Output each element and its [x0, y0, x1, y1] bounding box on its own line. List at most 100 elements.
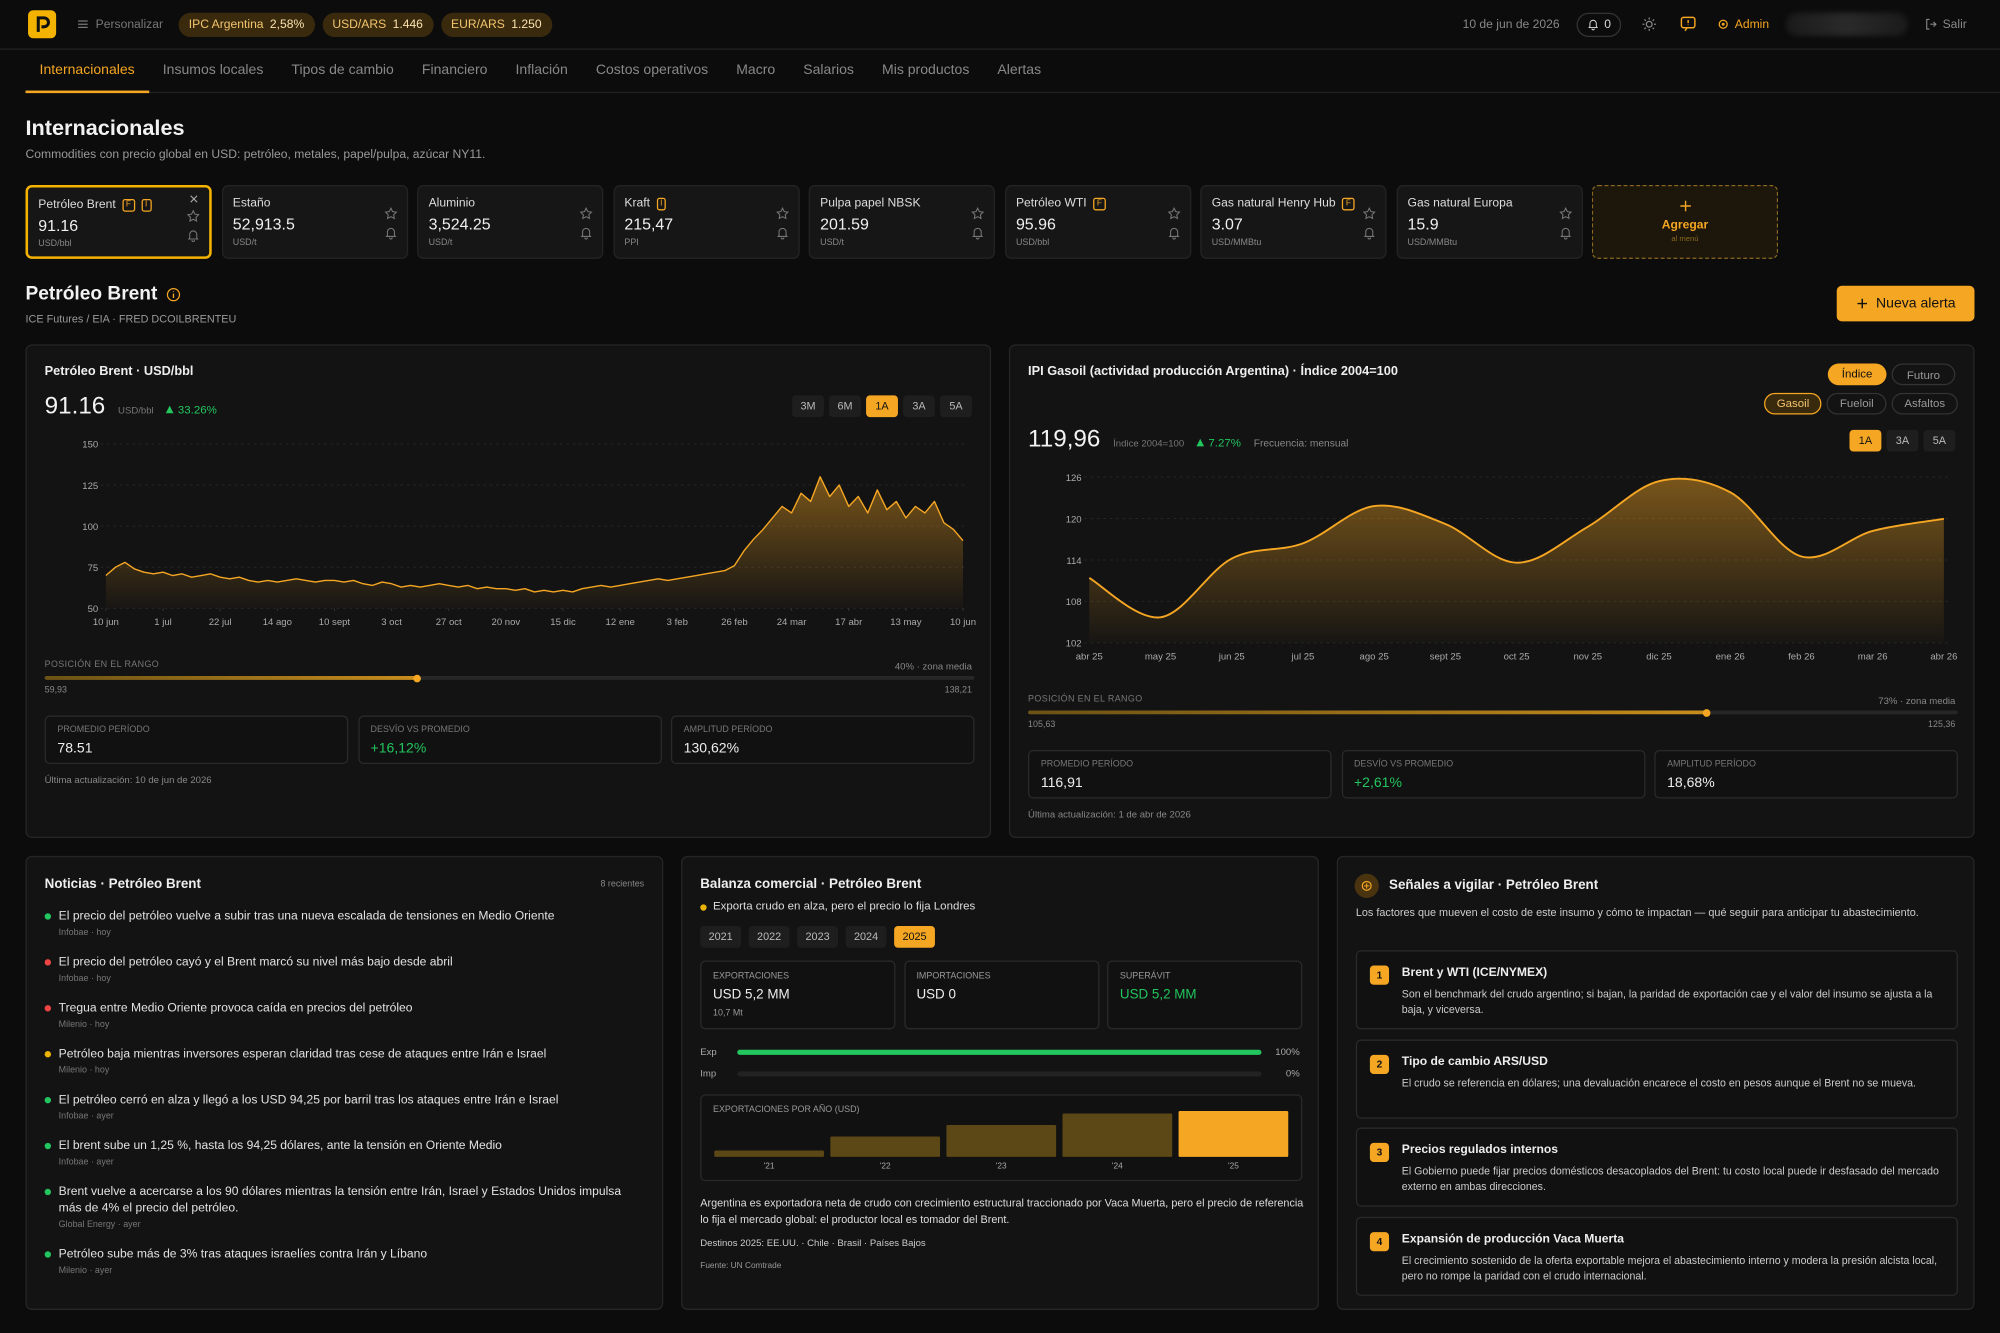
card-value: 3.07: [1211, 215, 1243, 234]
toggle-button[interactable]: 3A: [903, 395, 935, 418]
bell-icon: [776, 227, 788, 240]
year-button[interactable]: 2025: [894, 926, 935, 948]
card-value: 3,524.25: [428, 215, 491, 234]
year-button[interactable]: 2024: [845, 926, 887, 948]
trade-box-label: IMPORTACIONES: [916, 971, 991, 981]
news-dot: [44, 1188, 52, 1196]
theme-toggle[interactable]: [1638, 13, 1661, 36]
add-card[interactable]: Agregar al menú: [1591, 184, 1779, 259]
commodity-card[interactable]: Petróleo Brent F I 91.16 USD/bbl: [25, 184, 212, 259]
add-card-label: Agregar: [1661, 218, 1709, 233]
line-chart: 50 75 100 125 150 10 jun 1 jul 22 jul 14 ago 10 s…: [82, 440, 976, 628]
range-title: POSICIÓN EN EL RANGO: [44, 660, 160, 670]
news-item[interactable]: El precio del petróleo cayó y el Brent m…: [44, 954, 644, 986]
tab[interactable]: Insumos locales: [162, 62, 264, 78]
tab[interactable]: Internacionales: [25, 50, 149, 94]
toggle-button[interactable]: 6M: [829, 395, 861, 418]
news-item[interactable]: Brent vuelve a acercarse a los 90 dólare…: [44, 1184, 644, 1232]
bar: [1178, 1110, 1289, 1157]
toggle-button[interactable]: 3M: [792, 395, 824, 418]
news-source: Milenio · hoy: [58, 1066, 110, 1076]
signal-item: 2 Tipo de cambio ARS/USD El crudo se refer…: [1355, 1038, 1958, 1118]
bar-label: '21: [763, 1161, 775, 1171]
tab[interactable]: Mis productos: [882, 62, 970, 78]
feedback-icon: [1680, 16, 1696, 32]
notifications[interactable]: 0: [1576, 12, 1622, 37]
news-dot: [44, 1051, 52, 1058]
detail-title-row: Petróleo Brent: [26, 283, 182, 305]
commodity-card[interactable]: Pulpa papel NBSK 201.59 USD/t: [808, 184, 995, 259]
card-badge: F: [122, 198, 135, 212]
tab[interactable]: Financiero: [421, 62, 488, 78]
toggle-button[interactable]: Fueloil: [1827, 392, 1887, 415]
toggle-button[interactable]: Asfaltos: [1891, 392, 1958, 415]
signal-title: Tipo de cambio ARS/USD: [1401, 1054, 1548, 1069]
tab[interactable]: Costos operativos: [595, 62, 709, 78]
pill-name: USD/ARS: [332, 17, 387, 32]
signal-number: 4: [1369, 1231, 1390, 1251]
news-dot: [44, 959, 52, 966]
signal-body: El crudo se referencia en dólares; una d…: [1401, 1075, 1916, 1089]
line: [105, 476, 964, 593]
news-item[interactable]: Tregua entre Medio Oriente provoca caída…: [44, 1000, 644, 1032]
card-value: 52,913.5: [232, 215, 295, 234]
personalize[interactable]: Personalizar: [95, 17, 164, 32]
current-value: 91.16: [44, 392, 106, 420]
commodity-card[interactable]: Kraft I 215,47 PPI: [612, 184, 800, 259]
news-item[interactable]: Petróleo baja mientras inversores espera…: [44, 1046, 644, 1078]
x-tick-label: 20 nov: [492, 617, 521, 628]
year-button[interactable]: 2022: [748, 926, 790, 948]
logout[interactable]: Salir: [1925, 17, 1967, 31]
bar-label: '22: [879, 1161, 891, 1171]
tab[interactable]: Salarios: [803, 62, 854, 78]
admin[interactable]: Admin: [1717, 17, 1769, 31]
toggle-button[interactable]: Índice: [1827, 363, 1887, 386]
news-item[interactable]: El brent sube un 1,25 %, hasta los 94,25…: [44, 1138, 644, 1170]
news-item[interactable]: Petróleo sube más de 3% tras ataques isr…: [44, 1246, 644, 1278]
stat-box: AMPLITUD PERÍODO 130,62%: [670, 715, 975, 765]
card-name-row: Estaño: [233, 196, 271, 210]
indicator-pill[interactable]: IPC Argentina 2,58%: [178, 12, 315, 37]
flow-track: [737, 1049, 1262, 1055]
feedback[interactable]: [1677, 13, 1700, 36]
x-tick-label: abr 25: [1076, 651, 1103, 662]
toggle-button[interactable]: 5A: [1923, 429, 1956, 452]
note-dot: [700, 904, 707, 911]
tab[interactable]: Inflación: [515, 62, 568, 78]
tab[interactable]: Macro: [736, 62, 776, 78]
news-source: Milenio · hoy: [58, 1020, 110, 1030]
card-name: Gas natural Henry Hub: [1211, 196, 1336, 211]
year-button[interactable]: 2021: [700, 926, 742, 948]
user-account[interactable]: [1785, 12, 1909, 36]
commodity-card[interactable]: Gas natural Europa 15.9 USD/MMBtu: [1396, 184, 1583, 259]
commodity-card[interactable]: Gas natural Henry Hub F 3.07 USD/MMBtu: [1200, 184, 1387, 259]
toggle-button[interactable]: 5A: [940, 395, 972, 418]
header-right: 10 de jun de 2026 0 Admin Salir: [1463, 11, 1967, 37]
indicator-pill[interactable]: USD/ARS 1.446: [322, 12, 434, 37]
toggle-button[interactable]: 1A: [1849, 429, 1882, 452]
chart-title: Petróleo Brent · USD/bbl: [44, 364, 194, 379]
news-item[interactable]: El petróleo cerró en alza y llegó a los …: [44, 1092, 644, 1124]
bell-icon: [1363, 227, 1375, 240]
card-unit: USD/t: [428, 238, 453, 248]
news-item[interactable]: El precio del petróleo vuelve a subir tr…: [44, 908, 644, 940]
commodity-card[interactable]: Estaño 52,913.5 USD/t: [221, 184, 408, 259]
card-unit: USD/t: [820, 238, 844, 248]
card-name-row: Pulpa papel NBSK: [820, 196, 920, 210]
commodity-card[interactable]: Aluminio 3,524.25 USD/t: [417, 184, 604, 259]
y-tick-label: 50: [88, 604, 99, 615]
new-alert-button[interactable]: Nueva alerta: [1836, 285, 1975, 322]
toggle-button[interactable]: Gasoil: [1763, 392, 1823, 415]
toggle-button[interactable]: Futuro: [1891, 363, 1956, 386]
commodity-card[interactable]: Petróleo WTI F 95.96 USD/bbl: [1004, 184, 1191, 259]
year-button[interactable]: 2023: [797, 926, 839, 948]
tab[interactable]: Alertas: [997, 62, 1042, 78]
toggle-button[interactable]: 1A: [866, 395, 898, 418]
exports-chart-title: EXPORTACIONES POR AÑO (USD): [713, 1105, 860, 1115]
current-unit: Índice 2004=100: [1113, 437, 1185, 449]
indicator-pill[interactable]: EUR/ARS 1.250: [440, 12, 552, 37]
toggle-button[interactable]: 3A: [1886, 429, 1919, 452]
stat-value: 116,91: [1040, 775, 1083, 791]
tab[interactable]: Tipos de cambio: [291, 62, 394, 78]
detail-source: ICE Futures / EIA · FRED DCOILBRENTEU: [25, 312, 237, 326]
